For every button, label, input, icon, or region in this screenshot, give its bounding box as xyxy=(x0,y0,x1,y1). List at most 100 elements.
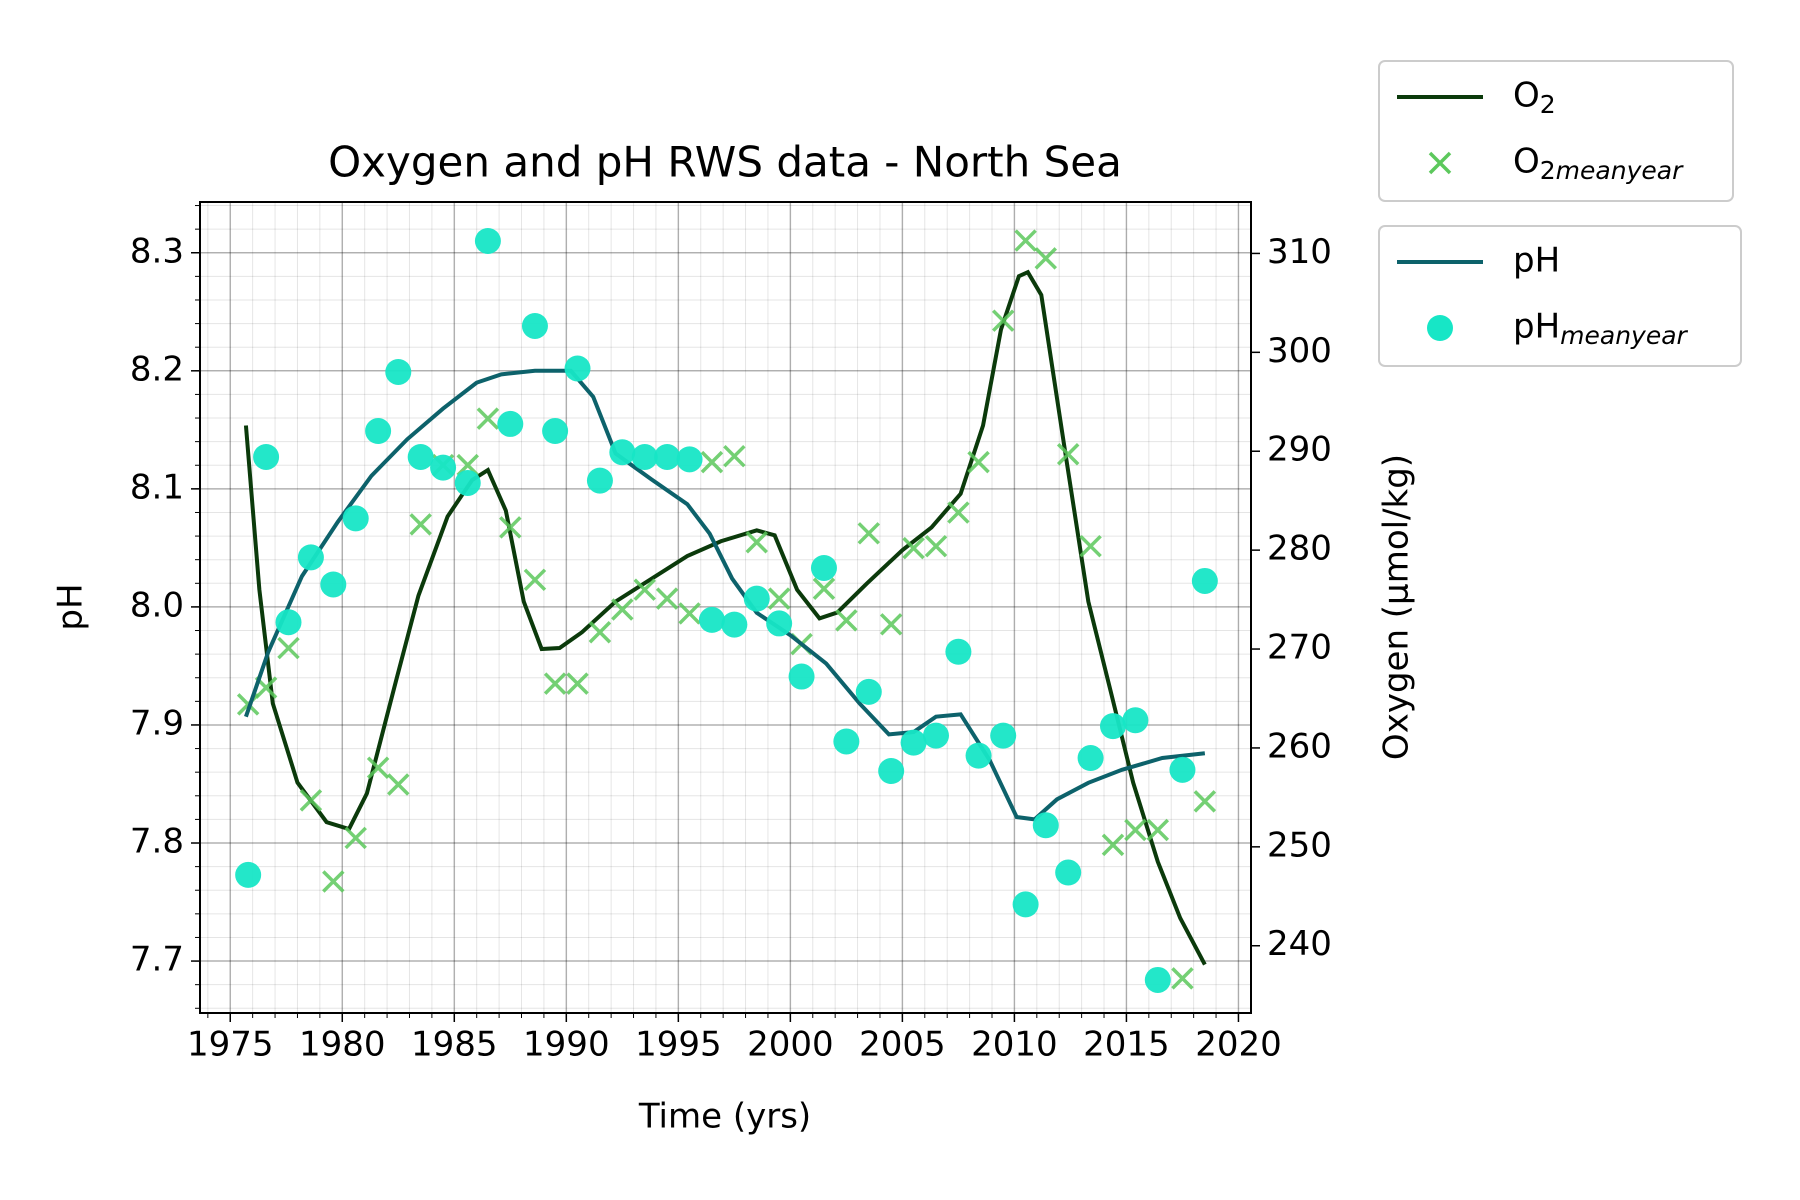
dot-marker xyxy=(564,355,591,382)
dot-marker xyxy=(497,410,524,437)
chart-title: Oxygen and pH RWS data - North Sea xyxy=(328,138,1122,187)
y-tick-label: 8.2 xyxy=(130,349,184,389)
dot-marker xyxy=(1055,859,1082,886)
dot-marker xyxy=(721,611,748,638)
x-tick-label: 1980 xyxy=(299,1025,386,1065)
x-tick-label: 1975 xyxy=(187,1025,274,1065)
y2-tick-label: 310 xyxy=(1267,232,1332,272)
x-marker xyxy=(611,598,634,621)
x-tick-label: 2000 xyxy=(747,1025,834,1065)
dot-marker xyxy=(945,638,972,665)
x-marker xyxy=(409,513,432,536)
dot-marker xyxy=(631,443,658,470)
dot-marker xyxy=(275,609,302,636)
x-marker xyxy=(767,587,791,610)
dot-marker xyxy=(654,443,681,470)
x-marker xyxy=(387,773,410,796)
x-marker xyxy=(967,450,990,474)
x-marker xyxy=(344,826,367,850)
x-marker xyxy=(947,501,970,524)
x-marker xyxy=(1056,442,1080,466)
data-line xyxy=(243,269,1207,966)
dot-marker xyxy=(320,571,347,598)
legend-swatch xyxy=(1427,315,1453,341)
dot-marker xyxy=(855,678,882,705)
x-tick-label: 1985 xyxy=(411,1025,498,1065)
x-tick-label: 2015 xyxy=(1083,1025,1170,1065)
dot-marker xyxy=(1144,966,1171,993)
x-marker xyxy=(879,613,903,636)
plot-frame xyxy=(199,201,1252,1014)
data-line xyxy=(244,368,1206,822)
dot-marker xyxy=(900,729,927,756)
x-marker xyxy=(902,536,925,560)
x-marker xyxy=(499,516,522,539)
dot-marker xyxy=(810,554,837,581)
dot-marker xyxy=(833,728,860,755)
dot-marker xyxy=(385,358,412,385)
dot-marker xyxy=(253,443,280,470)
y-axis-label: pH xyxy=(51,583,91,630)
dot-marker xyxy=(586,467,613,494)
x-marker xyxy=(588,620,612,644)
x-marker xyxy=(1124,818,1147,842)
y2-tick-label: 260 xyxy=(1267,726,1332,766)
x-marker xyxy=(277,636,300,660)
dot-marker xyxy=(990,722,1017,749)
dot-marker xyxy=(965,742,992,769)
legend-swatch xyxy=(1428,151,1452,175)
dot-marker xyxy=(542,418,569,445)
dot-marker xyxy=(407,443,434,470)
x-marker xyxy=(678,602,701,625)
x-marker xyxy=(723,444,746,468)
x-marker xyxy=(543,672,567,695)
x-marker xyxy=(835,609,858,632)
dot-marker xyxy=(1012,891,1039,918)
y-tick-label: 8.1 xyxy=(130,467,184,507)
y-tick-label: 8.0 xyxy=(130,585,184,625)
x-marker xyxy=(991,309,1015,332)
x-marker xyxy=(1171,967,1194,990)
x-axis-label: Time (yrs) xyxy=(638,1097,811,1137)
x-marker xyxy=(299,789,323,812)
x-marker xyxy=(456,453,479,477)
dot-marker xyxy=(766,610,793,637)
dot-marker xyxy=(1099,713,1126,740)
y2-axis-label: Oxygen (µmol/kg) xyxy=(1377,454,1417,760)
x-tick-label: 1990 xyxy=(523,1025,610,1065)
dot-marker xyxy=(788,663,815,690)
dot-marker xyxy=(454,469,481,496)
dot-marker xyxy=(743,585,770,612)
x-tick-label: 2010 xyxy=(971,1025,1058,1065)
dot-marker xyxy=(1169,756,1196,783)
x-marker xyxy=(924,534,948,558)
x-marker xyxy=(812,577,836,600)
y2-tick-label: 290 xyxy=(1267,430,1332,470)
x-tick-label: 2005 xyxy=(859,1025,946,1065)
x-marker xyxy=(1034,247,1058,270)
y2-tick-label: 280 xyxy=(1267,529,1332,569)
x-marker xyxy=(1079,534,1102,558)
x-marker xyxy=(322,870,345,893)
x-marker xyxy=(1101,833,1125,857)
dot-marker xyxy=(430,454,457,481)
x-marker xyxy=(1146,818,1170,842)
y2-tick-label: 240 xyxy=(1267,924,1332,964)
y-tick-label: 7.8 xyxy=(130,822,184,862)
dot-marker xyxy=(922,722,949,749)
x-marker xyxy=(366,756,390,779)
x-marker xyxy=(566,672,589,695)
dot-marker xyxy=(1077,745,1104,772)
dot-marker xyxy=(1122,707,1149,734)
x-marker xyxy=(745,530,768,554)
dot-marker xyxy=(235,861,262,888)
y-tick-label: 7.7 xyxy=(130,940,184,980)
x-marker xyxy=(523,568,547,592)
x-marker xyxy=(857,522,881,545)
dot-marker xyxy=(1191,567,1218,594)
x-tick-label: 1995 xyxy=(635,1025,722,1065)
